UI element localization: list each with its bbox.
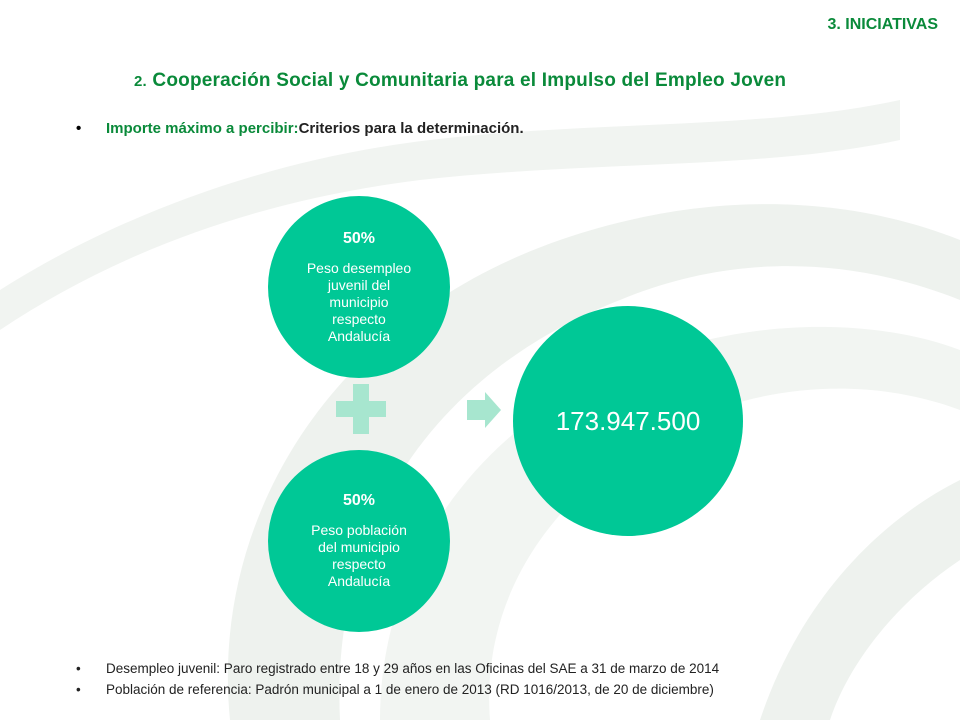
criterion-population-circle: 50% Peso población del municipio respect… bbox=[268, 450, 450, 632]
arrow-right-icon bbox=[467, 392, 501, 428]
bullet-end: . bbox=[519, 120, 524, 137]
result-circle: 173.947.500 bbox=[513, 306, 743, 536]
plus-icon bbox=[336, 384, 386, 434]
bullet-lead: Importe máximo a percibir: bbox=[106, 120, 299, 137]
slide-subtitle: 2. Cooperación Social y Comunitaria para… bbox=[134, 70, 786, 92]
criterion-unemployment-percent: 50% bbox=[342, 229, 376, 247]
criterion-population-text: Peso población del municipio respecto An… bbox=[311, 522, 407, 589]
bullet-dot: • bbox=[76, 120, 82, 137]
bullet-dot: • bbox=[76, 682, 81, 697]
footnote-text: Población de referencia: Padrón municipa… bbox=[106, 682, 714, 697]
footnote-text: Desempleo juvenil: Paro registrado entre… bbox=[106, 661, 720, 676]
section-title: 3. INICIATIVAS bbox=[827, 16, 938, 33]
bullet-dot: • bbox=[76, 661, 81, 676]
result-amount: 173.947.500 bbox=[555, 405, 701, 436]
subtitle-text: Cooperación Social y Comunitaria para el… bbox=[152, 70, 787, 91]
criterion-population-percent: 50% bbox=[342, 492, 376, 509]
criterion-unemployment-text: Peso desempleo juvenil del municipio res… bbox=[306, 259, 412, 344]
subtitle-number: 2. bbox=[134, 73, 147, 90]
criterion-unemployment-circle: 50% Peso desempleo juvenil del municipio… bbox=[268, 196, 450, 378]
bullet-rest: Criterios para la determinación bbox=[298, 120, 520, 137]
